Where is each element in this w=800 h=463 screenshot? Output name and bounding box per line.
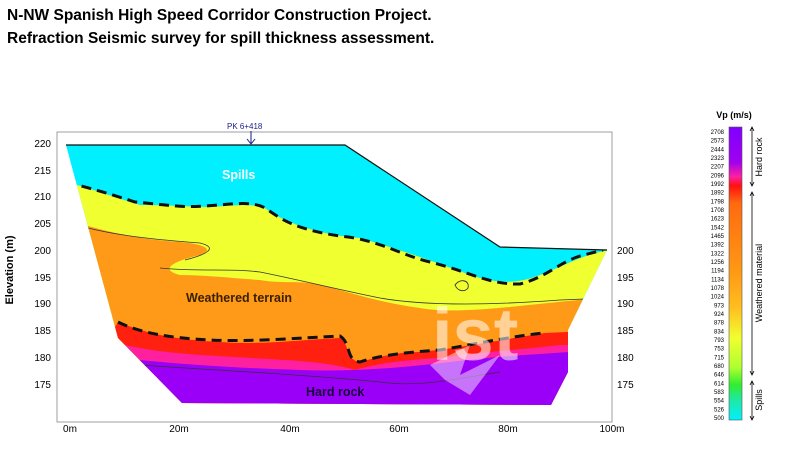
legend-value: 680 (714, 364, 725, 370)
legend-zone-hard-rock: Hard rock (754, 137, 764, 177)
legend-value: 878 (714, 321, 725, 327)
y-tick: 215 (34, 166, 51, 177)
right-tick: 190 (617, 299, 634, 310)
right-tick: 200 (617, 246, 634, 257)
legend-value: 614 (714, 381, 725, 387)
x-tick: 40m (280, 424, 299, 435)
spills-label: Spills (222, 168, 255, 182)
legend-value: 1078 (711, 286, 725, 292)
legend-value: 793 (714, 338, 725, 344)
x-ticks: 0m 20m 40m 60m 80m 100m (63, 424, 624, 435)
legend-value: 1024 (711, 295, 725, 301)
legend-colorbar (728, 126, 743, 421)
legend-value: 2573 (711, 139, 725, 145)
y-tick: 210 (34, 192, 51, 203)
y-tick: 190 (34, 299, 51, 310)
legend-value: 2207 (711, 165, 725, 171)
y-tick: 195 (34, 273, 51, 284)
legend-zone-spills: Spills (754, 389, 764, 411)
hard-rock-boundary (117, 320, 546, 364)
legend-value: 834 (714, 329, 725, 335)
x-tick: 0m (63, 424, 77, 435)
legend-value: 1992 (711, 182, 725, 188)
y-tick: 200 (34, 246, 51, 257)
legend-value: 924 (714, 312, 725, 318)
legend-value: 1322 (711, 251, 725, 257)
y-tick: 205 (34, 219, 51, 230)
legend-value: 753 (714, 347, 725, 353)
legend-value: 1465 (711, 234, 725, 240)
watermark-logo (430, 345, 500, 395)
y-tick: 220 (34, 139, 51, 150)
title-line-1: N-NW Spanish High Speed Corridor Constru… (7, 7, 432, 24)
legend-value: 2444 (711, 147, 725, 153)
legend-value: 1392 (711, 243, 725, 249)
spills-boundary (66, 180, 604, 286)
legend-zone-weathered: Weathered material (754, 244, 764, 322)
legend-value: 583 (714, 390, 725, 396)
legend-value: 2708 (711, 130, 725, 136)
right-tick: 185 (617, 326, 634, 337)
hard-rock-label: Hard rock (306, 385, 364, 399)
x-tick: 100m (599, 424, 624, 435)
right-tick: 175 (617, 380, 634, 391)
y-ticks: 220 215 210 205 200 195 190 185 180 175 (34, 139, 51, 391)
legend-value: 1542 (711, 225, 725, 231)
weathered-label: Weathered terrain (186, 291, 292, 305)
legend-value: 500 (714, 416, 725, 422)
legend-value: 2096 (711, 173, 725, 179)
legend-value: 646 (714, 373, 725, 379)
title-line-2: Refraction Seismic survey for spill thic… (7, 30, 435, 47)
pk-label: PK 6+418 (227, 122, 263, 131)
legend-value: 526 (714, 407, 725, 413)
legend-value: 1623 (711, 217, 725, 223)
right-tick: 180 (617, 353, 634, 364)
legend-title: Vp (m/s) (716, 110, 752, 120)
watermark: ist (432, 293, 518, 376)
legend-value: 1708 (711, 208, 725, 214)
y-tick: 180 (34, 353, 51, 364)
x-tick: 60m (389, 424, 408, 435)
right-ticks: 200 195 190 185 180 175 (617, 246, 634, 391)
legend-value: 715 (714, 355, 725, 361)
legend-value: 1892 (711, 191, 725, 197)
right-tick: 195 (617, 273, 634, 284)
y-axis-label: Elevation (m) (4, 235, 16, 304)
legend-value: 1798 (711, 199, 725, 205)
legend-value: 1256 (711, 260, 725, 266)
velocity-section (66, 145, 607, 405)
y-tick: 185 (34, 326, 51, 337)
legend-value: 554 (714, 399, 725, 405)
legend-value: 973 (714, 303, 725, 309)
legend-value: 1194 (711, 269, 725, 275)
velocity-legend: Vp (m/s) 2708 2573 2444 2323 2207 2096 1992 189… (711, 110, 764, 422)
x-tick: 80m (498, 424, 517, 435)
plot-frame (56, 131, 613, 423)
legend-value: 1134 (711, 277, 725, 283)
topography-line (66, 144, 608, 251)
x-tick: 20m (169, 424, 188, 435)
y-tick: 175 (34, 380, 51, 391)
legend-value: 2323 (711, 156, 725, 162)
